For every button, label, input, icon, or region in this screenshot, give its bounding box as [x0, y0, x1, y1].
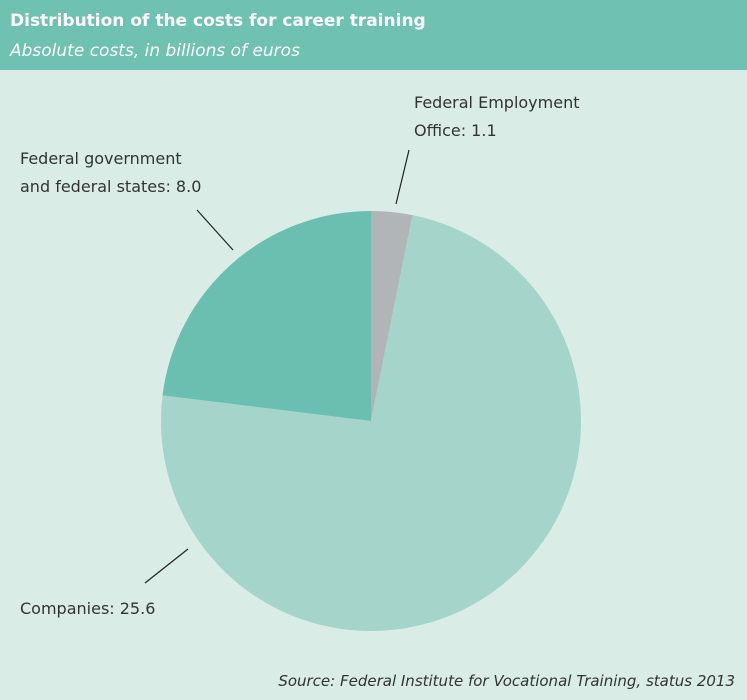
slice-label: Office: 1.1 — [414, 121, 497, 140]
pie-slice — [161, 215, 581, 631]
leader-line — [196, 209, 234, 251]
slice-label: Federal Employment — [414, 93, 579, 112]
slice-label: Companies: 25.6 — [20, 599, 155, 618]
source-note: Source: Federal Institute for Vocational… — [278, 672, 735, 690]
pie-slice — [371, 211, 413, 421]
slice-label: and federal states: 8.0 — [20, 177, 201, 196]
pie — [161, 211, 581, 631]
pie-slice — [162, 211, 371, 421]
leader-line — [144, 548, 189, 584]
header-bar — [0, 0, 747, 70]
chart-title: Distribution of the costs for career tra… — [10, 11, 426, 31]
leader-line — [395, 149, 410, 205]
chart-subtitle: Absolute costs, in billions of euros — [9, 41, 300, 61]
slice-label: Federal government — [20, 149, 182, 168]
